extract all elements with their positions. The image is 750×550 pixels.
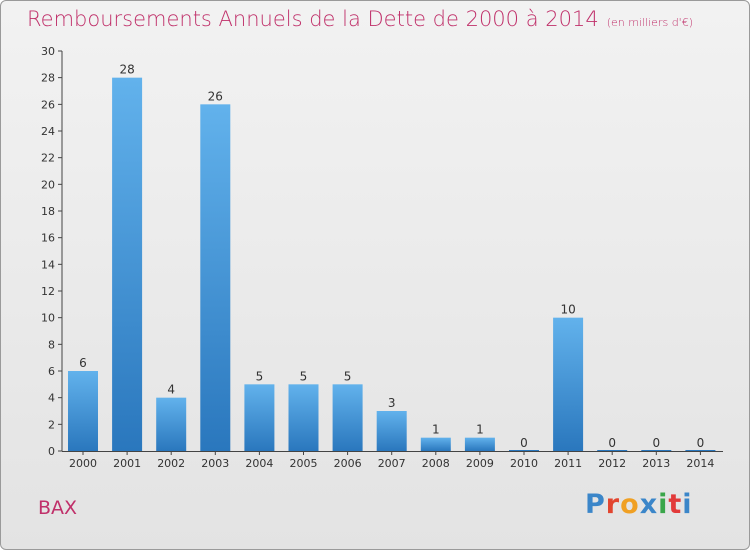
value-label: 5	[344, 369, 352, 383]
x-tick-label: 2006	[334, 457, 362, 470]
x-tick-label: 2004	[245, 457, 273, 470]
value-label: 0	[652, 436, 660, 450]
chart-title-main: Remboursements Annuels de la Dette de 20…	[27, 7, 599, 31]
y-tick-label: 24	[41, 125, 55, 138]
y-tick-label: 6	[48, 365, 55, 378]
y-tick-label: 4	[48, 392, 55, 405]
x-tick-label: 2001	[113, 457, 141, 470]
bar	[244, 384, 275, 451]
x-tick-label: 2007	[378, 457, 406, 470]
y-tick-label: 12	[41, 285, 55, 298]
x-tick-label: 2013	[642, 457, 670, 470]
brand-letter: i	[658, 489, 669, 520]
value-label: 28	[119, 63, 134, 77]
brand-letter: i	[682, 489, 693, 520]
brand-letter: P	[585, 489, 606, 520]
bar	[685, 450, 716, 451]
value-label: 26	[208, 89, 223, 103]
x-tick-label: 2000	[69, 457, 97, 470]
value-label: 5	[300, 369, 308, 383]
brand-letter: t	[668, 489, 683, 520]
x-tick-label: 2002	[157, 457, 185, 470]
y-tick-label: 8	[48, 338, 55, 351]
x-tick-label: 2005	[290, 457, 318, 470]
value-label: 6	[79, 356, 87, 370]
brand-letter: r	[605, 489, 621, 520]
bar	[200, 104, 231, 451]
x-tick-label: 2009	[466, 457, 494, 470]
bar	[288, 384, 319, 451]
bar	[68, 371, 98, 451]
chart-unit: (en milliers d'€)	[606, 16, 693, 29]
x-tick-label: 2008	[422, 457, 450, 470]
bar	[420, 437, 451, 451]
chart-title: Remboursements Annuels de la Dette de 20…	[27, 7, 693, 31]
x-tick-label: 2012	[598, 457, 626, 470]
y-tick-label: 18	[41, 205, 55, 218]
y-tick-label: 28	[41, 72, 55, 85]
y-tick-label: 2	[48, 418, 55, 431]
value-label: 10	[560, 303, 575, 317]
bar	[553, 317, 584, 451]
value-label: 1	[476, 423, 484, 437]
proxiti-logo: Proxiti	[585, 489, 693, 520]
brand-letter: x	[639, 489, 659, 520]
x-tick-label: 2011	[554, 457, 582, 470]
bar	[332, 384, 363, 451]
y-tick-label: 10	[41, 312, 55, 325]
x-tick-label: 2010	[510, 457, 538, 470]
y-tick-label: 14	[41, 258, 55, 271]
bar	[376, 411, 407, 451]
value-label: 0	[520, 436, 528, 450]
bar	[509, 450, 539, 451]
commune-name: BAX	[38, 497, 78, 519]
x-tick-label: 2003	[201, 457, 229, 470]
value-label: 3	[388, 396, 396, 410]
value-label: 5	[256, 369, 264, 383]
value-label: 0	[697, 436, 705, 450]
y-tick-label: 16	[41, 232, 55, 245]
bar	[641, 450, 672, 451]
value-label: 1	[432, 423, 440, 437]
bar	[112, 77, 143, 452]
bar	[597, 450, 628, 451]
y-tick-label: 30	[41, 45, 55, 58]
y-tick-label: 22	[41, 152, 55, 165]
value-label: 0	[608, 436, 616, 450]
y-tick-label: 0	[48, 445, 55, 458]
x-tick-label: 2014	[686, 457, 714, 470]
bar	[156, 397, 187, 451]
y-tick-label: 26	[41, 98, 55, 111]
bars	[68, 77, 716, 452]
value-label: 4	[167, 383, 175, 397]
brand-letter: o	[620, 489, 640, 520]
y-tick-label: 20	[41, 178, 55, 191]
bar	[464, 437, 495, 451]
